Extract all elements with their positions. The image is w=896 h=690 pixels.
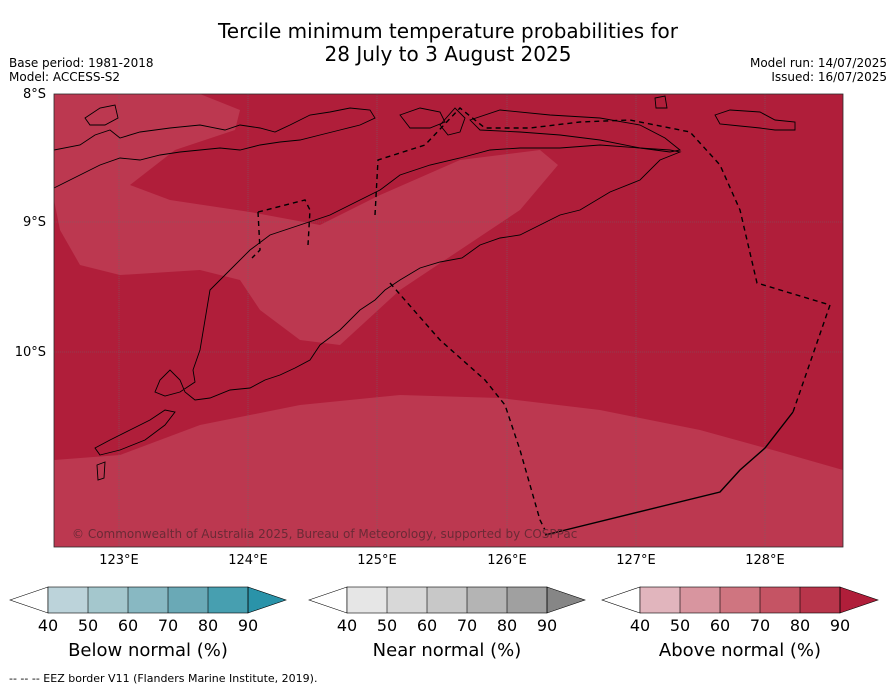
prob-zone-70-80-south [54,395,843,547]
eez-footnote: -- -- -- EEZ border V11 (Flanders Marine… [9,672,318,685]
base-period: Base period: 1981-2018 [9,56,154,70]
colorbar-title-above: Above normal (%) [658,640,822,661]
model-name: Model: ACCESS-S2 [9,70,121,84]
near-tick-40: 40 [336,616,358,635]
above-tick-40: 40 [629,616,651,635]
issued-date: Issued: 16/07/2025 [771,70,887,84]
lon-label-124e: 124°E [228,553,268,568]
map-frame [53,93,844,548]
eez-border-solid [544,411,794,536]
island-kisar [654,95,668,109]
title-line-2: 28 July to 3 August 2025 [324,42,572,66]
below-tick-40: 40 [37,616,59,635]
below-tick-60: 60 [117,616,139,635]
below-tick-50: 50 [77,616,99,635]
island-ndao [96,461,106,481]
near-tick-70: 70 [456,616,478,635]
near-tick-50: 50 [376,616,398,635]
lat-label-8s: 8°S [22,87,46,102]
near-tick-80: 80 [496,616,518,635]
island-timor [154,144,682,401]
model-run: Model run: 14/07/2025 [749,56,887,70]
below-tick-70: 70 [157,616,179,635]
map-copyright: © Commonwealth of Australia 2025, Bureau… [72,527,578,541]
prob-zone-70-80-north [54,94,558,345]
coastlines [54,95,796,481]
lon-label-127e: 127°E [616,553,656,568]
title-line-1: Tercile minimum temperature probabilitie… [217,19,679,43]
lon-label-125e: 125°E [357,553,397,568]
above-tick-70: 70 [749,616,771,635]
below-tick-80: 80 [197,616,219,635]
island-rote [94,409,176,456]
meta-right: Model run: 14/07/2025 Issued: 16/07/2025 [750,56,887,84]
lon-label-123e: 123°E [99,553,139,568]
near-tick-60: 60 [416,616,438,635]
above-tick-90: 90 [829,616,851,635]
island-alor [399,107,446,129]
colorbar-title-near: Near normal (%) [372,640,522,661]
below-tick-90: 90 [237,616,259,635]
lat-label-9s: 9°S [22,215,46,230]
meta-left: Base period: 1981-2018 Model: ACCESS-S2 [9,56,154,84]
colorbar-near-normal [308,586,586,614]
near-tick-90: 90 [536,616,558,635]
island-small-1 [84,104,119,126]
above-tick-50: 50 [669,616,691,635]
above-tick-60: 60 [709,616,731,635]
lon-label-128e: 128°E [745,553,785,568]
graticule [54,94,843,547]
colorbar-below-normal [9,586,287,614]
island-atauro [439,107,466,136]
island-flores [54,107,376,189]
eez-border [251,107,831,531]
island-babar [714,109,796,131]
lon-label-126e: 126°E [487,553,527,568]
lat-label-10s: 10°S [14,345,46,360]
colorbar-title-below: Below normal (%) [68,640,228,661]
colorbar-above-normal [601,586,879,614]
above-tick-80: 80 [789,616,811,635]
map-title: Tercile minimum temperature probabilitie… [0,20,896,66]
